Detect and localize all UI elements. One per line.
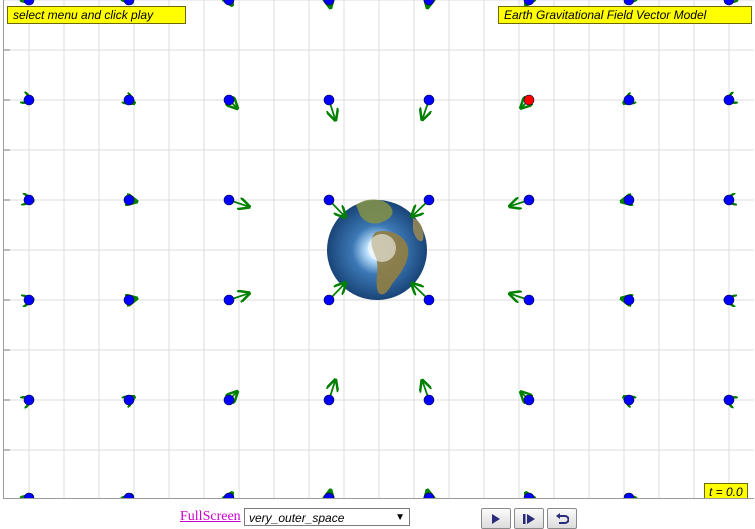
field-probe-point[interactable] <box>523 0 535 6</box>
field-probe-point[interactable] <box>223 394 235 406</box>
field-probe-point[interactable] <box>723 0 735 6</box>
field-probe-point[interactable] <box>23 294 35 306</box>
preset-selected-value: very_outer_space <box>249 511 345 525</box>
fullscreen-link[interactable]: FullScreen <box>180 509 241 524</box>
field-probe-point[interactable] <box>323 294 335 306</box>
field-probe-point[interactable] <box>123 394 135 406</box>
test-mass-ball[interactable] <box>523 94 535 106</box>
field-probe-point[interactable] <box>323 394 335 406</box>
chevron-down-icon: ▼ <box>395 512 405 523</box>
field-probe-point[interactable] <box>523 294 535 306</box>
field-probe-point[interactable] <box>223 194 235 206</box>
field-probe-point[interactable] <box>423 0 435 6</box>
field-probe-point[interactable] <box>523 394 535 406</box>
field-probe-point[interactable] <box>623 492 635 498</box>
simulation-panel[interactable]: select menu and click play Earth Gravita… <box>3 0 754 499</box>
field-probe-point[interactable] <box>223 492 235 498</box>
step-icon <box>523 513 535 524</box>
preset-dropdown[interactable]: very_outer_space ▼ <box>244 508 410 526</box>
field-probe-point[interactable] <box>323 492 335 498</box>
field-probe-point[interactable] <box>23 394 35 406</box>
field-probes[interactable] <box>23 0 735 498</box>
field-probe-point[interactable] <box>23 0 35 6</box>
reset-icon <box>556 512 569 524</box>
field-probe-point[interactable] <box>123 294 135 306</box>
model-title: Earth Gravitational Field Vector Model <box>498 6 752 24</box>
field-probe-point[interactable] <box>323 0 335 6</box>
reset-button[interactable] <box>547 508 577 529</box>
instructions-label: select menu and click play <box>7 6 186 24</box>
control-bar: FullScreen very_outer_space ▼ <box>0 500 755 529</box>
step-button[interactable] <box>514 508 544 529</box>
field-probe-point[interactable] <box>623 94 635 106</box>
field-probe-point[interactable] <box>623 194 635 206</box>
field-probe-point[interactable] <box>123 0 135 6</box>
field-probe-point[interactable] <box>423 492 435 498</box>
field-view[interactable] <box>4 0 754 498</box>
field-probe-point[interactable] <box>223 0 235 6</box>
earth-globe <box>327 199 427 300</box>
field-probe-point[interactable] <box>623 0 635 6</box>
field-probe-point[interactable] <box>23 194 35 206</box>
field-probe-point[interactable] <box>723 194 735 206</box>
field-probe-point[interactable] <box>423 194 435 206</box>
field-probe-point[interactable] <box>123 194 135 206</box>
field-probe-point[interactable] <box>623 294 635 306</box>
play-button[interactable] <box>481 508 511 529</box>
field-probe-point[interactable] <box>223 94 235 106</box>
field-probe-point[interactable] <box>623 394 635 406</box>
field-probe-point[interactable] <box>223 294 235 306</box>
field-probe-point[interactable] <box>523 492 535 498</box>
field-probe-point[interactable] <box>123 94 135 106</box>
field-probe-point[interactable] <box>23 94 35 106</box>
field-probe-point[interactable] <box>723 294 735 306</box>
field-probe-point[interactable] <box>423 394 435 406</box>
field-probe-point[interactable] <box>423 294 435 306</box>
play-icon <box>492 513 500 524</box>
time-readout: t = 0.0 <box>704 483 748 498</box>
field-probe-point[interactable] <box>523 194 535 206</box>
field-probe-point[interactable] <box>723 394 735 406</box>
field-probe-point[interactable] <box>23 492 35 498</box>
field-probe-point[interactable] <box>123 492 135 498</box>
field-probe-point[interactable] <box>323 194 335 206</box>
field-probe-point[interactable] <box>323 94 335 106</box>
field-probe-point[interactable] <box>423 94 435 106</box>
field-probe-point[interactable] <box>723 94 735 106</box>
